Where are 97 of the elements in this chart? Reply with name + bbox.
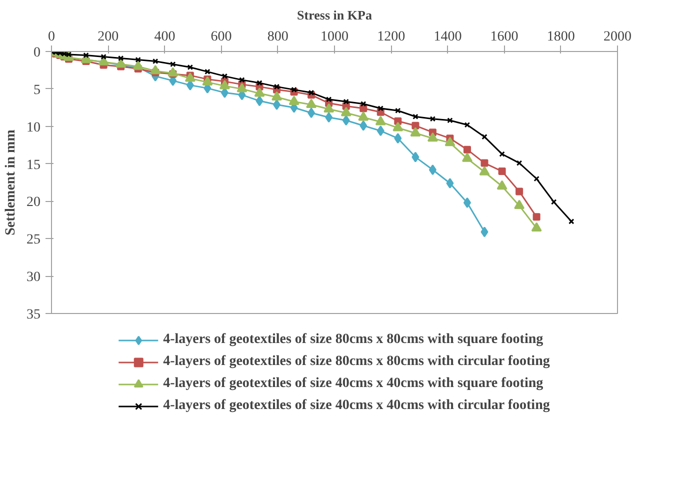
y-tick-label: 15 bbox=[26, 158, 40, 173]
legend-label: 4-layers of geotextiles of size 40cms x 40cms with circular footing bbox=[163, 397, 550, 415]
point bbox=[395, 108, 401, 114]
point bbox=[480, 159, 488, 167]
point bbox=[340, 106, 352, 116]
point bbox=[480, 226, 488, 238]
point bbox=[464, 122, 470, 128]
point bbox=[308, 108, 316, 118]
x-tick-label: 1600 bbox=[490, 30, 518, 44]
point bbox=[135, 56, 141, 63]
x-tick-label: 800 bbox=[267, 30, 288, 44]
point bbox=[427, 132, 438, 142]
y-tick-label: 35 bbox=[26, 308, 40, 322]
x-tick-label: 400 bbox=[154, 30, 176, 44]
point bbox=[324, 103, 334, 112]
point bbox=[132, 60, 144, 70]
point bbox=[498, 168, 506, 176]
point bbox=[446, 178, 454, 188]
point bbox=[428, 164, 436, 176]
y-tick-label: 10 bbox=[26, 120, 40, 136]
point bbox=[550, 199, 557, 205]
point bbox=[447, 117, 453, 124]
point bbox=[360, 101, 366, 107]
point bbox=[273, 99, 281, 110]
point bbox=[514, 200, 525, 210]
y-tick-label: 30 bbox=[26, 270, 40, 286]
point bbox=[222, 73, 228, 80]
x-tick-label: 1200 bbox=[377, 30, 406, 44]
point bbox=[239, 77, 245, 83]
y-tick-label: 25 bbox=[26, 232, 40, 248]
point bbox=[184, 72, 196, 82]
point bbox=[288, 96, 300, 105]
point bbox=[100, 54, 106, 60]
point bbox=[499, 151, 505, 157]
x-tick-label: 1800 bbox=[546, 30, 575, 44]
point bbox=[496, 180, 508, 190]
point bbox=[462, 152, 472, 162]
chart-title: Stress in KPa bbox=[297, 8, 372, 22]
point bbox=[118, 55, 124, 62]
point bbox=[479, 166, 490, 176]
legend-label: 4-layers of geotextiles of size 80cms x 80cms with square footing bbox=[163, 331, 544, 349]
point bbox=[482, 134, 488, 140]
point bbox=[376, 126, 384, 136]
point bbox=[236, 82, 248, 92]
point bbox=[308, 90, 314, 96]
point bbox=[516, 188, 524, 196]
point bbox=[170, 61, 176, 68]
point bbox=[531, 222, 542, 232]
point bbox=[219, 80, 230, 90]
point bbox=[375, 116, 386, 126]
x-tick-label: 1400 bbox=[434, 30, 462, 44]
point bbox=[325, 112, 333, 123]
x-tick-label: 2000 bbox=[604, 30, 632, 44]
point bbox=[430, 116, 436, 122]
point bbox=[274, 84, 280, 90]
point bbox=[254, 87, 265, 97]
point bbox=[83, 52, 89, 58]
x-tick-label: 1000 bbox=[320, 30, 348, 44]
point bbox=[116, 58, 126, 68]
point bbox=[152, 58, 158, 64]
point bbox=[412, 122, 420, 130]
point bbox=[256, 96, 264, 106]
point bbox=[326, 96, 332, 102]
point bbox=[463, 197, 471, 208]
point bbox=[412, 152, 420, 162]
legend-label: 4-layers of geotextiles of size 40cms x 40cms with square footing bbox=[163, 375, 544, 393]
y-tick-label: 20 bbox=[26, 195, 40, 210]
point bbox=[412, 114, 418, 120]
point bbox=[378, 106, 384, 112]
point bbox=[204, 68, 210, 75]
point bbox=[202, 76, 213, 86]
y-tick-label: 0 bbox=[34, 46, 40, 60]
point bbox=[343, 98, 349, 105]
x-tick-label: 600 bbox=[210, 30, 232, 44]
point bbox=[342, 115, 350, 126]
point bbox=[306, 98, 317, 108]
point bbox=[256, 80, 262, 86]
y-axis-title: Settlement in mm bbox=[4, 129, 18, 236]
x-tick-label: 200 bbox=[98, 30, 119, 44]
point bbox=[516, 160, 522, 166]
point bbox=[394, 133, 402, 144]
point bbox=[444, 136, 456, 146]
legend-label: 4-layers of geotextiles of size 80cms x 80cms with circular footing bbox=[163, 353, 550, 371]
x-tick-label: 0 bbox=[48, 30, 55, 44]
point bbox=[392, 122, 404, 132]
point bbox=[532, 213, 540, 221]
point bbox=[168, 67, 178, 77]
y-tick-label: 5 bbox=[34, 82, 40, 98]
point bbox=[534, 176, 540, 182]
point bbox=[360, 120, 368, 131]
point bbox=[358, 111, 369, 121]
point bbox=[463, 146, 471, 154]
point bbox=[410, 127, 421, 136]
point bbox=[272, 91, 282, 101]
point bbox=[150, 65, 161, 74]
point bbox=[291, 86, 297, 93]
point bbox=[187, 64, 194, 70]
